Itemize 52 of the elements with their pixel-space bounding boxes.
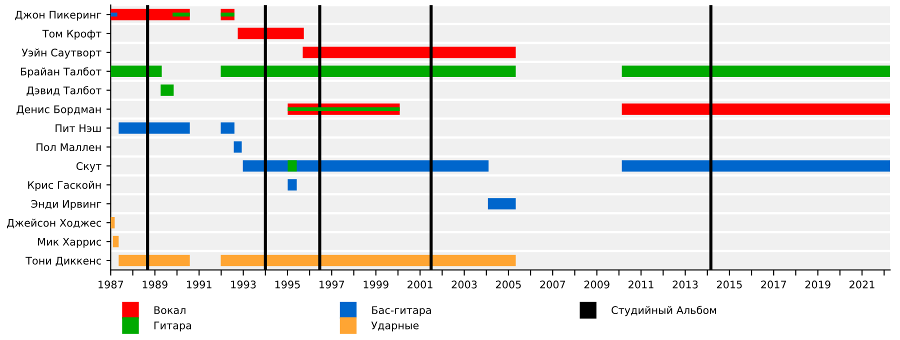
x-tick-label: 1987 (98, 280, 124, 288)
y-tick-label: Джон Пикеринг (15, 10, 102, 21)
x-tick-label: 1997 (320, 280, 344, 288)
bar (238, 28, 304, 40)
x-tick-label: 2015 (716, 280, 742, 288)
x-tick-label: 2001 (408, 280, 432, 288)
legend-label: Ударные (371, 322, 419, 332)
x-tick-label: 1995 (275, 280, 300, 288)
bar (288, 179, 297, 190)
y-tick-label: Тони Диккенс (26, 256, 102, 266)
y-tick-label: Энди Ирвинг (31, 200, 102, 210)
bar (622, 103, 890, 115)
y-tick-label: Крис Гаскойн (28, 180, 101, 191)
bar (302, 46, 516, 58)
y-tick-label: Скут (76, 162, 102, 172)
bar (118, 122, 190, 134)
x-tick-label: 2009 (584, 280, 610, 288)
y-tick-label: Джейсон Ходжес (7, 218, 102, 228)
legend-label: Бас-гитара (372, 306, 431, 316)
bar (488, 198, 516, 210)
y-tick-label: Брайан Талбот (21, 67, 102, 78)
y-tick-label: Пол Маллен (36, 143, 101, 152)
y-tick-label: Дэвид Талбот (26, 86, 102, 96)
x-tick-label: 2017 (761, 280, 786, 288)
bar (234, 141, 242, 153)
bar (220, 254, 516, 266)
x-tick-label: 2007 (540, 280, 566, 288)
x-tick-label: 1993 (231, 280, 256, 288)
x-tick-label: 2005 (496, 280, 521, 288)
x-tick-label: 1991 (186, 280, 212, 288)
bar (288, 160, 297, 172)
bar (220, 122, 234, 134)
legend-label: Студийный Альбом (612, 306, 716, 316)
x-tick-label: 1999 (364, 280, 388, 288)
y-tick-label: Денис Бордман (16, 106, 101, 116)
legend-label: Гитара (154, 322, 192, 332)
x-tick-label: 2013 (672, 280, 698, 288)
y-tick-label: Уэйн Саутворт (22, 48, 102, 59)
x-tick-label: 2003 (452, 280, 477, 288)
y-tick-label: Том Крофт (42, 30, 102, 40)
bar (110, 66, 162, 77)
y-tick-label: Мик Харрис (38, 238, 102, 248)
x-tick-label: 2021 (850, 280, 874, 288)
legend-label: Вокал (154, 306, 186, 314)
bar (112, 236, 119, 248)
y-tick-label: Пит Нэш (56, 124, 101, 132)
x-tick-label: 2019 (805, 280, 830, 288)
x-tick-label: 2011 (628, 280, 654, 288)
x-tick-label: 1989 (142, 280, 168, 288)
bar (118, 254, 190, 266)
bar (160, 84, 174, 96)
bar (622, 160, 890, 172)
